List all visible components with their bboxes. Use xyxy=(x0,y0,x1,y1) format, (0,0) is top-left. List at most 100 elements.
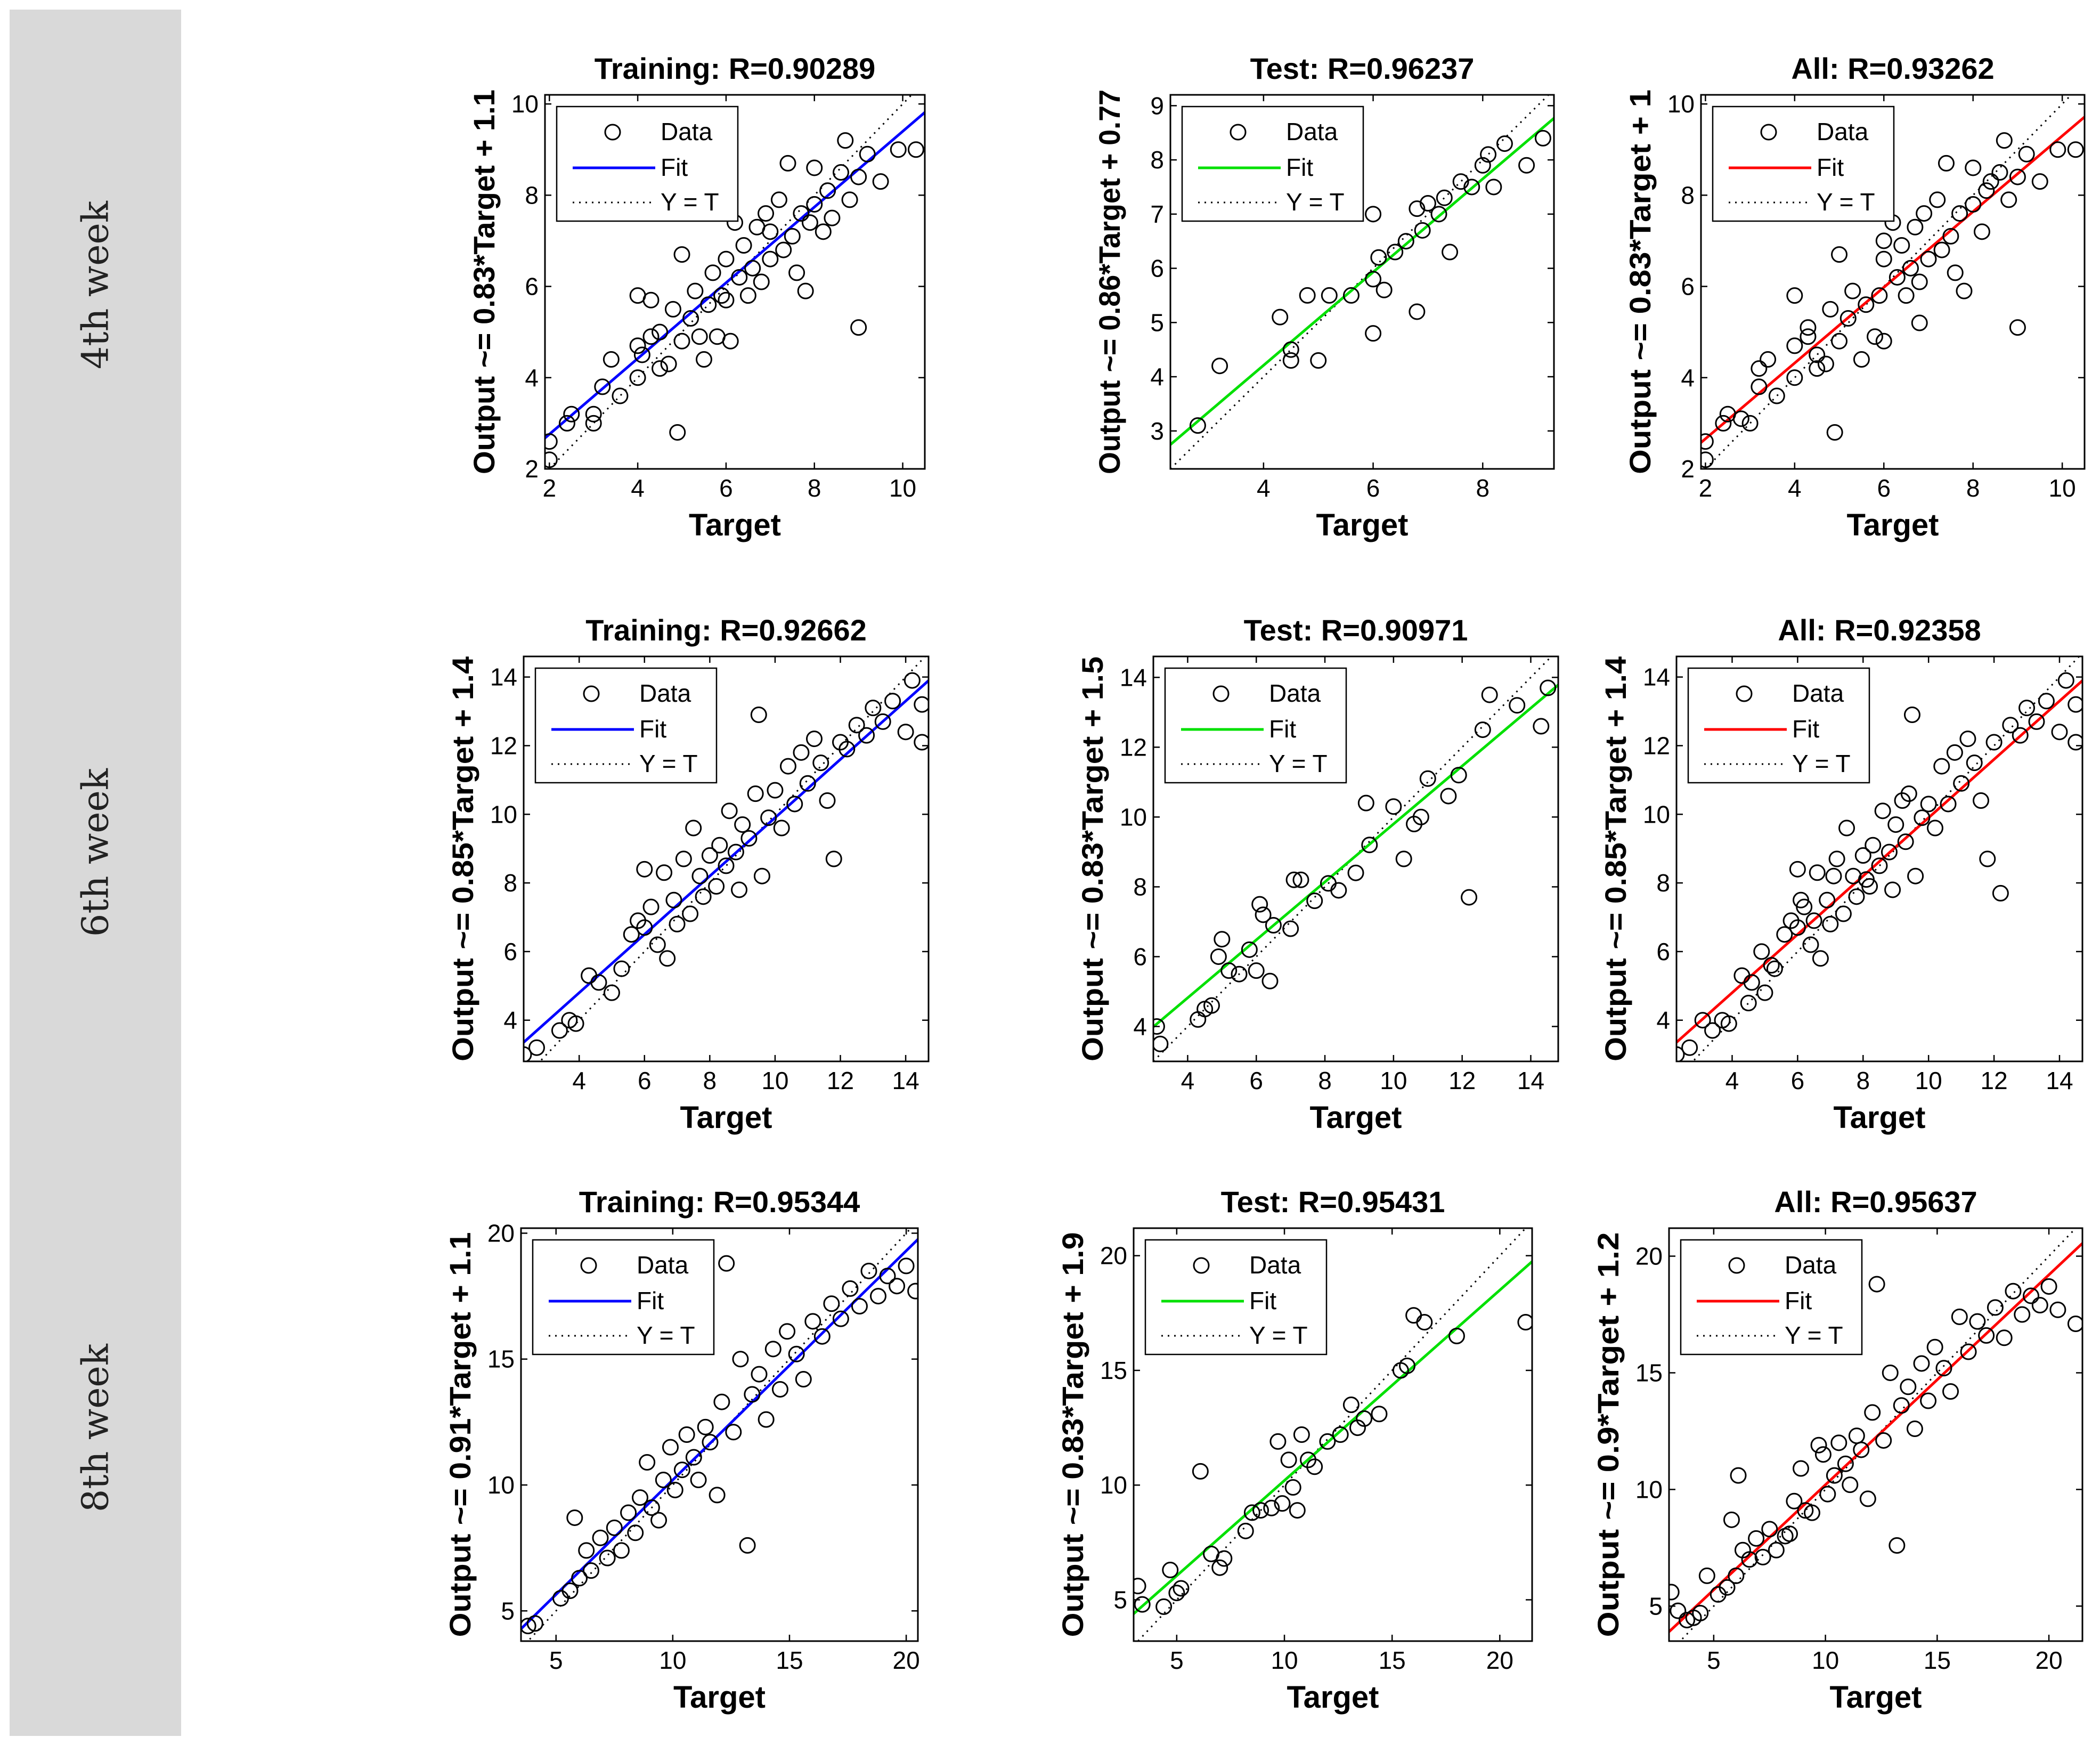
x-tick-label: 4 xyxy=(1725,1067,1739,1094)
x-tick-label: 6 xyxy=(719,474,733,502)
y-tick-label: 8 xyxy=(503,869,517,897)
data-point xyxy=(1942,1383,1959,1400)
data-point xyxy=(1845,867,1862,884)
data-point xyxy=(860,1262,877,1279)
y-tick-label: 20 xyxy=(1635,1243,1663,1270)
plot-content xyxy=(1170,95,1554,469)
y-tick-label: 10 xyxy=(1667,90,1695,118)
data-point xyxy=(599,1549,616,1567)
x-tick-label: 4 xyxy=(1181,1067,1195,1094)
data-point xyxy=(1926,1338,1943,1356)
data-point xyxy=(1753,943,1770,960)
data-point xyxy=(1911,273,1928,290)
y-tick-label: 4 xyxy=(1150,363,1164,391)
legend-yt-label: Y = T xyxy=(1817,188,1875,216)
chart-title: All: R=0.95637 xyxy=(1774,1185,1977,1219)
data-point xyxy=(1953,775,1970,792)
legend: Data Fit Y = T xyxy=(556,105,739,222)
data-point xyxy=(848,717,865,734)
data-point xyxy=(642,898,660,915)
data-point xyxy=(797,282,814,299)
data-point xyxy=(1982,173,1999,190)
data-point xyxy=(678,1426,695,1443)
data-point xyxy=(685,819,702,837)
data-point xyxy=(1748,1530,1765,1547)
data-point xyxy=(2049,141,2066,158)
data-point xyxy=(801,214,818,231)
data-point xyxy=(1440,788,1457,805)
data-point xyxy=(1385,798,1402,815)
data-point xyxy=(669,424,686,441)
data-point xyxy=(1979,850,1996,867)
data-point xyxy=(566,1509,583,1526)
data-point xyxy=(1419,770,1436,787)
data-point xyxy=(1875,250,1892,267)
data-point xyxy=(1272,309,1289,326)
data-point xyxy=(1306,1458,1323,1475)
data-point xyxy=(603,984,620,1001)
data-point xyxy=(1965,196,1982,213)
data-point xyxy=(1875,332,1892,350)
chart-title: All: R=0.92358 xyxy=(1778,613,1981,647)
data-point xyxy=(704,264,721,281)
data-point xyxy=(1996,1329,2013,1346)
data-point xyxy=(907,141,924,158)
data-point xyxy=(1243,1504,1260,1521)
data-point xyxy=(1409,200,1426,217)
data-point xyxy=(1509,697,1526,714)
chart-title: Training: R=0.95344 xyxy=(579,1185,860,1219)
data-point xyxy=(1933,758,1950,775)
data-point xyxy=(655,1472,672,1489)
data-point xyxy=(1814,1446,1832,1463)
data-point xyxy=(711,837,728,854)
x-tick-label: 8 xyxy=(1856,1067,1870,1094)
legend-fit-label: Fit xyxy=(1286,153,1313,181)
y-axis-label: Output ~= 0.85*Target + 1.4 xyxy=(446,656,479,1061)
data-point xyxy=(1463,178,1480,196)
data-point xyxy=(713,287,730,304)
data-point xyxy=(907,1283,918,1300)
axes-frame xyxy=(1133,1227,1533,1642)
data-point xyxy=(1789,861,1806,878)
data-point xyxy=(1938,155,1955,172)
x-tick-label: 5 xyxy=(1707,1646,1721,1674)
legend-data-marker xyxy=(1736,685,1753,702)
data-point xyxy=(1959,731,1976,748)
plot-content xyxy=(1676,656,2082,1061)
data-point xyxy=(1756,984,1773,1001)
y-axis-label: Output ~= 0.85*Target + 1.4 xyxy=(1599,656,1632,1061)
data-point xyxy=(1669,1584,1680,1601)
chart-title: Test: R=0.90971 xyxy=(1244,613,1468,647)
data-point xyxy=(594,378,611,395)
fit-line xyxy=(545,111,925,439)
plot-content xyxy=(1669,1228,2082,1641)
data-point xyxy=(1809,346,1826,363)
data-point xyxy=(2031,173,2048,190)
data-point xyxy=(700,296,717,313)
data-point xyxy=(1395,850,1412,867)
data-point xyxy=(606,1519,623,1536)
data-point xyxy=(1679,1612,1696,1629)
data-point xyxy=(1251,896,1268,913)
data-point xyxy=(2000,191,2017,208)
data-point xyxy=(627,1524,644,1541)
data-point xyxy=(751,1366,768,1383)
legend-data-marker xyxy=(580,1257,597,1274)
data-point xyxy=(1216,1550,1233,1567)
x-tick-label: 4 xyxy=(1257,474,1271,502)
data-point xyxy=(1844,282,1861,299)
data-point xyxy=(721,802,738,819)
data-point xyxy=(2012,727,2029,744)
axes-frame xyxy=(1675,655,2083,1062)
data-point xyxy=(784,228,801,245)
y-axis-label: Output ~= 0.91*Target + 1.1 xyxy=(443,1232,477,1637)
data-point xyxy=(731,881,748,898)
x-tick-label: 8 xyxy=(1318,1067,1332,1094)
x-tick-label: 8 xyxy=(808,474,821,502)
data-point xyxy=(735,237,752,254)
fit-line xyxy=(1701,116,2085,444)
data-point xyxy=(1913,1355,1930,1372)
data-point xyxy=(884,693,901,710)
data-point xyxy=(695,888,712,905)
x-axis-label: Target xyxy=(689,508,781,542)
